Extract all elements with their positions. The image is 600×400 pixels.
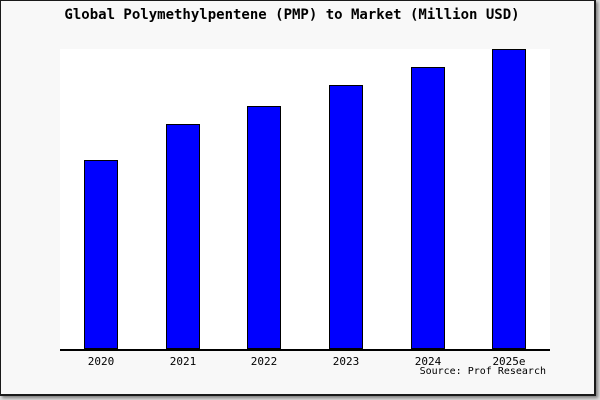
plot-area xyxy=(60,49,550,351)
bar-2023 xyxy=(329,85,363,349)
bar-2021 xyxy=(166,124,200,349)
bar-2020 xyxy=(84,160,118,349)
bar-2025e xyxy=(492,49,526,349)
chart-title: Global Polymethylpentene (PMP) to Market… xyxy=(64,7,520,23)
bar-2024 xyxy=(411,67,445,349)
x-axis-labels: 2020 2021 2022 2023 2024 2025e xyxy=(1,355,597,369)
bar-2022 xyxy=(247,106,281,349)
x-tick-label-2021: 2021 xyxy=(169,355,197,368)
x-tick-label-2020: 2020 xyxy=(87,355,115,368)
source-credit: Source: Prof Research xyxy=(419,366,546,377)
x-tick-label-2023: 2023 xyxy=(332,355,360,368)
x-tick-label-2022: 2022 xyxy=(250,355,278,368)
x-tick-label-2024: 2024 xyxy=(414,355,442,368)
x-tick-label-2025e: 2025e xyxy=(492,355,526,368)
